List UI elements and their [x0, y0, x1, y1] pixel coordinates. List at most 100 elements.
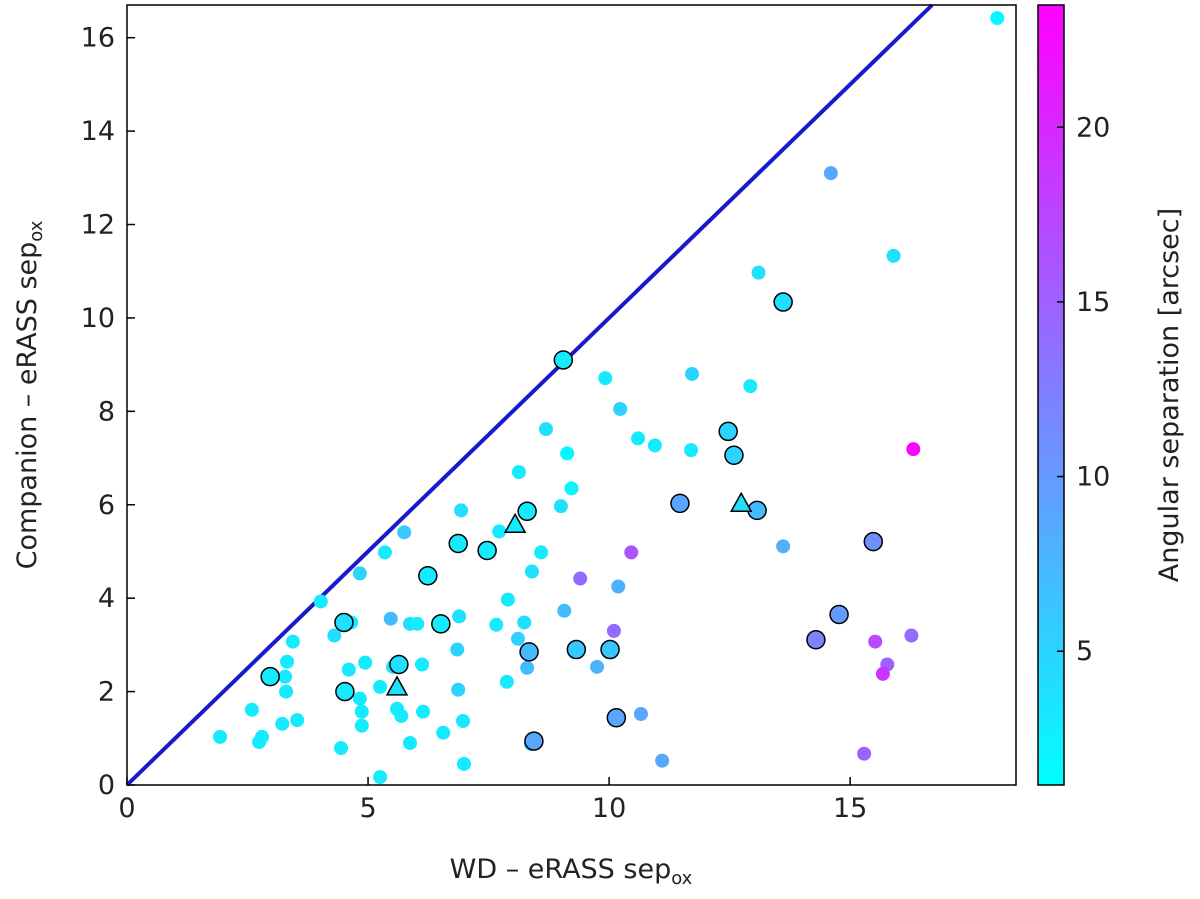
circle-point: [611, 579, 626, 594]
circle-point: [377, 545, 392, 560]
y-tick-label: 0: [98, 770, 115, 801]
circle-point: [857, 746, 872, 761]
circle-point: [624, 545, 639, 560]
colorbar-tick-label: 15: [1076, 287, 1110, 318]
circle-point: [373, 679, 388, 694]
circle-point: [590, 659, 605, 674]
circle-point: [244, 702, 259, 717]
circle-point: [511, 465, 526, 480]
x-tick-label: 10: [592, 793, 626, 824]
circle-point: [354, 718, 369, 733]
circle-point: [519, 642, 539, 662]
circle-point: [334, 741, 349, 756]
circle-point: [450, 642, 465, 657]
circle-point: [454, 503, 469, 518]
plot-frame: [126, 4, 1017, 786]
circle-point: [829, 604, 849, 625]
circle-point: [990, 11, 1005, 26]
circle-point: [279, 684, 294, 699]
circle-point: [358, 655, 373, 670]
x-tick-label: 15: [833, 793, 867, 824]
circle-point: [538, 422, 553, 437]
y-label-text: Companion – eRASS sep: [12, 242, 43, 570]
circle-point: [452, 609, 467, 624]
circle-point: [354, 704, 369, 719]
circle-point: [670, 493, 690, 514]
circle-point: [598, 371, 613, 386]
circle-point: [448, 533, 468, 554]
circle-point: [327, 628, 342, 643]
y-tick-label: 16: [81, 23, 115, 54]
circle-point: [886, 248, 901, 263]
circle-point: [373, 770, 388, 785]
circle-point: [553, 499, 568, 514]
circle-point: [751, 265, 766, 280]
circle-point: [341, 662, 356, 677]
y-axis-label: Companion – eRASS sepox: [12, 220, 47, 569]
circle-point: [275, 716, 290, 731]
circle-point: [524, 731, 544, 751]
circle-point: [806, 629, 826, 650]
circle-point: [389, 654, 409, 675]
y-tick-label: 8: [98, 396, 115, 427]
circle-point: [875, 666, 890, 681]
colorbar-label: Angular separation [arcsec]: [1154, 208, 1185, 582]
circle-point: [863, 531, 884, 552]
circle-point: [500, 592, 515, 607]
circle-point: [415, 657, 430, 672]
circle-point: [773, 292, 793, 312]
circle-point: [906, 442, 921, 457]
circle-point: [410, 616, 425, 631]
circle-point: [724, 445, 744, 466]
y-tick-label: 12: [81, 210, 115, 241]
circle-point: [647, 438, 662, 453]
colorbar-tick-label: 10: [1076, 462, 1110, 493]
circle-point: [477, 540, 497, 561]
circle-point: [631, 431, 646, 446]
circle-point: [560, 446, 575, 461]
y-tick-label: 4: [98, 583, 115, 614]
triangle-point: [729, 491, 753, 513]
y-tick-label: 2: [98, 677, 115, 708]
circle-point: [517, 615, 532, 630]
y-label-sub: ox: [26, 220, 47, 241]
x-tick-label: 5: [359, 793, 376, 824]
circle-point: [394, 708, 409, 723]
x-label-text: WD – eRASS sep: [450, 854, 672, 885]
colorbar-tick-label: 5: [1076, 636, 1093, 667]
circle-point: [718, 421, 738, 442]
circle-point: [335, 681, 355, 702]
circle-point: [606, 707, 627, 728]
circle-point: [254, 729, 269, 744]
circle-point: [280, 654, 295, 669]
circle-point: [499, 674, 514, 689]
circle-point: [517, 501, 537, 522]
circle-point: [685, 366, 700, 381]
y-tick-label: 10: [81, 303, 115, 334]
circle-point: [352, 691, 367, 706]
circle-point: [524, 564, 539, 579]
circle-point: [260, 666, 280, 687]
circle-point: [383, 611, 398, 626]
circle-point: [402, 735, 417, 750]
circle-point: [553, 350, 574, 370]
circle-point: [510, 631, 525, 646]
circle-point: [431, 614, 451, 634]
triangle-point: [385, 675, 409, 696]
circle-point: [776, 539, 791, 554]
y-tick-label: 14: [81, 116, 115, 147]
x-axis-label: WD – eRASS sepox: [450, 854, 693, 889]
diagonal-line: [125, 3, 934, 787]
circle-point: [573, 571, 588, 586]
triangle-point: [503, 512, 527, 534]
circle-point: [557, 603, 572, 618]
circle-point: [436, 725, 451, 740]
circle-point: [520, 660, 535, 675]
circle-point: [492, 524, 507, 539]
circle-point: [534, 545, 549, 560]
circle-point: [564, 481, 579, 496]
circle-point: [456, 756, 471, 771]
circle-point: [743, 379, 758, 394]
x-tick-label: 0: [118, 793, 135, 824]
